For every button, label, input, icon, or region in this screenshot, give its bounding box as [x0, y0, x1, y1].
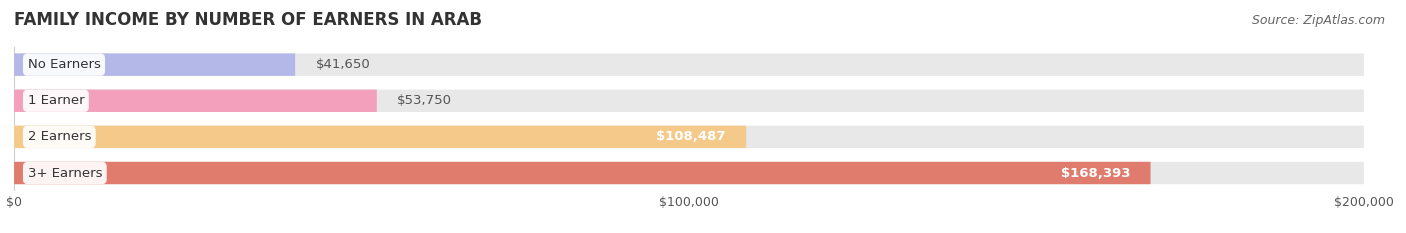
Text: $108,487: $108,487 — [657, 130, 725, 143]
FancyBboxPatch shape — [14, 126, 1364, 148]
FancyBboxPatch shape — [14, 89, 1364, 112]
FancyBboxPatch shape — [14, 126, 747, 148]
Text: 1 Earner: 1 Earner — [28, 94, 84, 107]
Text: Source: ZipAtlas.com: Source: ZipAtlas.com — [1251, 14, 1385, 27]
Text: $168,393: $168,393 — [1060, 167, 1130, 179]
Text: 3+ Earners: 3+ Earners — [28, 167, 103, 179]
FancyBboxPatch shape — [14, 53, 1364, 76]
Text: $53,750: $53,750 — [396, 94, 453, 107]
Text: 2 Earners: 2 Earners — [28, 130, 91, 143]
FancyBboxPatch shape — [14, 162, 1364, 184]
FancyBboxPatch shape — [14, 53, 295, 76]
FancyBboxPatch shape — [14, 89, 377, 112]
Text: No Earners: No Earners — [28, 58, 100, 71]
Text: $41,650: $41,650 — [315, 58, 370, 71]
FancyBboxPatch shape — [14, 162, 1150, 184]
Text: FAMILY INCOME BY NUMBER OF EARNERS IN ARAB: FAMILY INCOME BY NUMBER OF EARNERS IN AR… — [14, 11, 482, 29]
